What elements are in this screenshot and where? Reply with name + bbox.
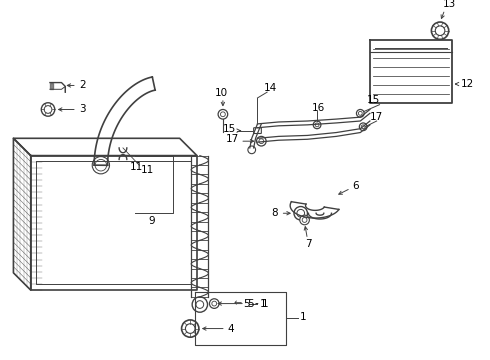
Circle shape: [302, 217, 307, 222]
Circle shape: [259, 139, 264, 144]
Text: 12: 12: [461, 79, 474, 89]
Text: 15: 15: [223, 124, 236, 134]
Circle shape: [212, 301, 217, 306]
Text: 1: 1: [300, 311, 306, 321]
Circle shape: [218, 109, 228, 119]
Circle shape: [435, 26, 445, 36]
Circle shape: [294, 207, 307, 220]
Circle shape: [359, 123, 367, 131]
Text: 7: 7: [306, 239, 312, 249]
Circle shape: [315, 123, 319, 127]
Circle shape: [356, 109, 364, 117]
Text: 11: 11: [141, 165, 154, 175]
Text: 16: 16: [312, 103, 325, 113]
Text: 17: 17: [370, 112, 383, 122]
Circle shape: [248, 146, 256, 154]
Text: 8: 8: [271, 208, 277, 218]
Circle shape: [95, 159, 107, 171]
Text: 5: 5: [243, 298, 250, 309]
Circle shape: [182, 320, 199, 337]
Circle shape: [92, 157, 110, 174]
Text: 2: 2: [79, 80, 85, 90]
Circle shape: [358, 111, 362, 115]
Text: 3: 3: [79, 104, 85, 114]
Circle shape: [192, 297, 208, 312]
Text: 6: 6: [353, 181, 359, 192]
Text: 10: 10: [215, 88, 228, 98]
Text: 1: 1: [259, 298, 266, 309]
Text: 13: 13: [443, 0, 456, 9]
Text: 9: 9: [148, 216, 155, 226]
Circle shape: [313, 121, 321, 129]
Circle shape: [185, 324, 195, 333]
Circle shape: [297, 210, 305, 217]
Circle shape: [196, 301, 204, 309]
Text: -: -: [255, 298, 258, 309]
Text: 17: 17: [226, 134, 239, 144]
Circle shape: [220, 112, 225, 117]
Text: 14: 14: [264, 84, 277, 93]
Text: 4: 4: [228, 324, 234, 334]
Text: 15: 15: [367, 95, 380, 105]
FancyBboxPatch shape: [254, 128, 261, 134]
Circle shape: [209, 299, 219, 309]
Circle shape: [41, 103, 55, 116]
Circle shape: [361, 125, 365, 129]
Text: 1: 1: [261, 298, 268, 309]
Text: ←: ←: [233, 298, 242, 309]
Circle shape: [300, 215, 309, 225]
Text: 11: 11: [130, 162, 143, 172]
Circle shape: [44, 105, 52, 113]
Circle shape: [431, 22, 449, 39]
Text: 5: 5: [247, 298, 253, 309]
Circle shape: [257, 136, 266, 146]
